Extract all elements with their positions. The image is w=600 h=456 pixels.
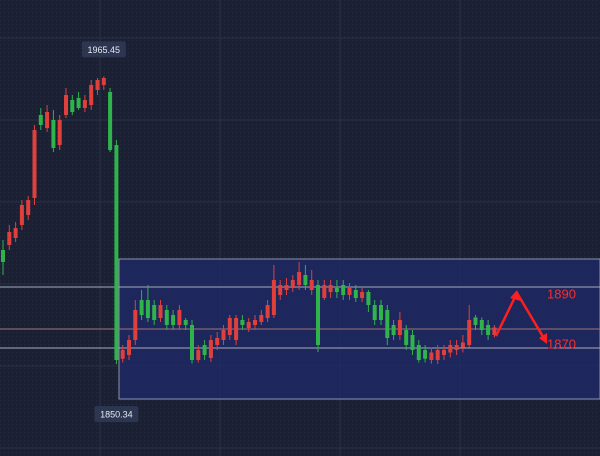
candle-body bbox=[51, 120, 56, 148]
candle-body bbox=[208, 340, 213, 358]
candle-body bbox=[423, 350, 428, 359]
candle-body bbox=[57, 120, 62, 145]
candle-body bbox=[372, 305, 377, 320]
candle-body bbox=[460, 342, 465, 348]
candle-body bbox=[479, 320, 484, 330]
candle-body bbox=[303, 275, 308, 285]
labels: 1965.45 1850.34 1890 1870 bbox=[81, 41, 576, 423]
candle-body bbox=[379, 305, 383, 320]
candle-body bbox=[284, 285, 289, 290]
candle-body bbox=[416, 345, 421, 360]
candle-body bbox=[360, 292, 365, 298]
candle-body bbox=[19, 205, 24, 225]
candle-body bbox=[82, 100, 87, 108]
arrow-head bbox=[539, 333, 547, 344]
candle-body bbox=[234, 318, 239, 340]
candle-body bbox=[397, 320, 402, 335]
candle-body bbox=[145, 300, 150, 318]
candle-body bbox=[221, 330, 226, 340]
candle-body bbox=[196, 350, 201, 360]
candle-body bbox=[38, 115, 43, 125]
candle-body bbox=[328, 285, 333, 292]
candle-body bbox=[353, 290, 358, 298]
candle-body bbox=[454, 345, 459, 350]
candle-body bbox=[120, 350, 125, 359]
candle-body bbox=[404, 330, 409, 345]
candle-body bbox=[227, 318, 232, 335]
candle-body bbox=[278, 285, 283, 295]
candle-body bbox=[341, 285, 346, 295]
candle-body bbox=[101, 78, 106, 85]
candle-body bbox=[385, 310, 390, 338]
candle-body bbox=[215, 338, 220, 345]
candle-body bbox=[152, 305, 157, 320]
candle-body bbox=[429, 352, 434, 360]
candle-body bbox=[158, 305, 163, 318]
candle-body bbox=[133, 310, 138, 340]
candle-body bbox=[316, 285, 320, 345]
candle-body bbox=[259, 315, 264, 322]
candle-body bbox=[177, 310, 182, 325]
candle-body bbox=[448, 345, 453, 353]
candle-body bbox=[435, 350, 440, 360]
price-tag: 1850.34 bbox=[100, 410, 133, 420]
arrow-head bbox=[510, 290, 521, 301]
candle-body bbox=[347, 288, 352, 295]
candle-body bbox=[13, 228, 18, 238]
target-label: 1870 bbox=[547, 336, 576, 351]
candle-body bbox=[95, 80, 100, 90]
candle-body bbox=[32, 130, 37, 198]
candle-body bbox=[473, 317, 478, 325]
target-label: 1890 bbox=[547, 286, 576, 301]
price-tag: 1965.45 bbox=[88, 45, 121, 55]
candle-body bbox=[265, 305, 270, 318]
candle-body bbox=[89, 85, 94, 105]
candle-body bbox=[1, 250, 5, 262]
candle-body bbox=[391, 325, 396, 335]
candle-body bbox=[76, 98, 81, 108]
candle-body bbox=[127, 340, 131, 355]
candle-body bbox=[114, 145, 119, 360]
candle-body bbox=[7, 232, 12, 245]
candle-body bbox=[366, 292, 371, 305]
candle-body bbox=[26, 200, 31, 215]
candle-body bbox=[246, 322, 251, 328]
candle-body bbox=[486, 325, 491, 335]
candle-body bbox=[64, 95, 68, 115]
candle-body bbox=[45, 112, 50, 128]
candle-body bbox=[171, 315, 176, 325]
candles bbox=[1, 76, 497, 365]
candle-body bbox=[297, 272, 302, 285]
candle-body bbox=[334, 288, 339, 292]
candle-body bbox=[290, 280, 295, 288]
candle-body bbox=[271, 280, 276, 315]
candle-body bbox=[108, 92, 113, 150]
candle-body bbox=[492, 327, 497, 335]
candle-body bbox=[322, 285, 327, 298]
candle-body bbox=[253, 320, 257, 325]
candle-body bbox=[139, 300, 144, 315]
candle-body bbox=[202, 345, 207, 355]
price-tag-box bbox=[81, 41, 126, 58]
candle-body bbox=[467, 320, 472, 345]
candle-body bbox=[410, 335, 415, 350]
candle-body bbox=[190, 325, 194, 360]
candle-body bbox=[164, 310, 169, 325]
candle-body bbox=[70, 100, 75, 112]
candle-body bbox=[442, 350, 446, 355]
price-tag-box bbox=[94, 406, 139, 423]
candle-body bbox=[240, 320, 245, 325]
candle-body bbox=[183, 320, 188, 325]
candle-body bbox=[309, 280, 314, 290]
